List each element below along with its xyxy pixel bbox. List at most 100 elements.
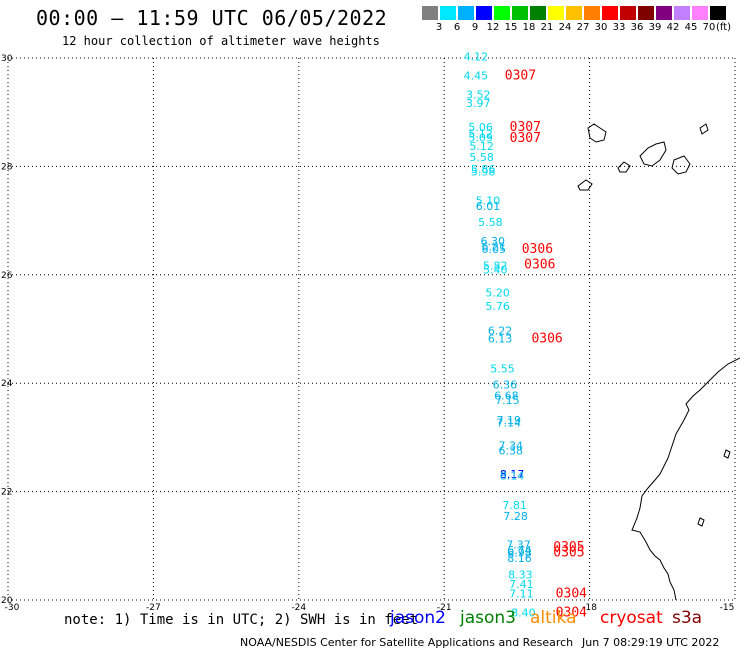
- generated-timestamp: Jun 7 08:29:19 UTC 2022: [582, 636, 720, 649]
- pass-time-label: 0305: [553, 540, 584, 555]
- wave-height-value: 7.81: [502, 499, 527, 512]
- wave-height-value: 6.05: [482, 243, 507, 256]
- longitude-label: -24: [291, 603, 306, 613]
- colorbar-tick-label: 27: [576, 22, 590, 33]
- colorbar-swatch: [602, 6, 618, 20]
- latitude-label: 24: [1, 379, 13, 389]
- wave-height-value: 3.97: [466, 97, 491, 110]
- wave-height-value: 7.11: [509, 587, 534, 600]
- colorbar-swatch: [656, 6, 672, 20]
- pass-time-label: 0304: [556, 605, 587, 620]
- pass-time-label: 0305: [553, 546, 584, 561]
- wave-height-value: 5.98: [471, 166, 496, 179]
- wave-height-value: 7.37: [506, 539, 530, 552]
- wave-height-value: 6.74: [507, 544, 532, 557]
- longitude-label: -21: [437, 603, 452, 613]
- wave-height-value: 5.20: [485, 286, 510, 299]
- satellite-name: s3a: [672, 608, 703, 628]
- coastline: [577, 123, 740, 601]
- page-title: 00:00 – 11:59 UTC 06/05/2022: [36, 6, 388, 30]
- colorbar-tick-label: 12: [486, 22, 500, 33]
- wave-height-value: 8.17: [500, 468, 524, 481]
- wave-height-value: 7.14: [497, 417, 522, 430]
- colorbar-tick-label: 33: [612, 22, 626, 33]
- pass-time-label: 0306: [531, 332, 562, 347]
- canary-island: [577, 179, 593, 191]
- colorbar-swatch: [530, 6, 546, 20]
- satellite-name: altika: [530, 608, 577, 628]
- colorbar-tick-label: 45: [684, 22, 698, 33]
- page-subtitle: 12 hour collection of altimeter wave hei…: [62, 34, 380, 48]
- colorbar-tick-label: 70: [702, 22, 716, 33]
- longitude-label: -30: [5, 603, 20, 613]
- wave-height-value: 3.52: [466, 89, 491, 102]
- wave-height-value: 8.33: [508, 568, 533, 581]
- wave-height-value: 7.28: [503, 510, 528, 523]
- wave-observations: 4.124.453.523.975.065.125.095.125.585.86…: [464, 51, 536, 620]
- colorbar-tick-label: 39: [648, 22, 662, 33]
- wave-height-value: 5.58: [469, 151, 494, 164]
- colorbar-swatch: [692, 6, 708, 20]
- colorbar-swatch: [710, 6, 726, 20]
- colorbar-tick-label: 3: [435, 22, 443, 33]
- pass-time-label: 0306: [522, 242, 553, 257]
- wave-height-value: 5.06: [468, 121, 493, 134]
- wave-height-value: 4.12: [464, 51, 489, 64]
- islet: [723, 449, 731, 459]
- colorbar-tick-label: 9: [471, 22, 479, 33]
- credit-line: NOAA/NESDIS Center for Satellite Applica…: [240, 636, 574, 649]
- colorbar-tick-label: 6: [453, 22, 461, 33]
- satellite-name: cryosat: [600, 608, 663, 628]
- wave-height-value: 4.45: [464, 70, 489, 83]
- canary-island: [617, 161, 631, 173]
- colorbar-tick-label: 30: [594, 22, 608, 33]
- latitude-label: 28: [1, 162, 13, 172]
- wave-height-value: 6.01: [476, 200, 501, 213]
- wave-height-value: 5.86: [471, 163, 496, 176]
- canary-island: [699, 123, 709, 135]
- satellite-name: jason3: [460, 608, 516, 628]
- wave-height-value: 8.40: [511, 606, 535, 619]
- latitude-label: 26: [1, 271, 13, 281]
- wave-height-value: 5.82: [483, 259, 508, 272]
- wave-height-value: 6.38: [498, 445, 523, 458]
- wave-height-value: 7.41: [509, 578, 534, 591]
- pass-time-label: 0306: [524, 257, 555, 272]
- colorbar-swatch: [584, 6, 600, 20]
- canary-island: [587, 123, 607, 143]
- wave-height-value: 6.21: [482, 240, 507, 253]
- pass-time-label: 0307: [510, 120, 541, 135]
- longitude-label: -27: [146, 603, 161, 613]
- longitude-label: -18: [582, 603, 597, 613]
- wave-height-value: 8.16: [507, 552, 532, 565]
- pass-time-label: 0307: [505, 69, 536, 84]
- colorbar-swatch: [494, 6, 510, 20]
- colorbar-swatch: [674, 6, 690, 20]
- wave-height-value: 7.34: [498, 439, 523, 452]
- colorbar-swatch: [440, 6, 456, 20]
- wave-height-value: 5.12: [469, 140, 494, 153]
- lat-lon-grid: [7, 57, 736, 601]
- colorbar-swatch: [638, 6, 654, 20]
- longitude-label: -15: [720, 603, 735, 613]
- wave-height-value: 5.58: [478, 216, 503, 229]
- canary-island: [671, 155, 691, 175]
- colorbar-tick-label: 36: [630, 22, 644, 33]
- colorbar-swatch: [548, 6, 564, 20]
- wave-height-value: 8.14: [500, 470, 524, 483]
- latitude-label: 30: [1, 54, 13, 64]
- colorbar-tick-label: 15: [504, 22, 518, 33]
- wave-height-value: 7.19: [497, 414, 522, 427]
- colorbar-swatch: [512, 6, 528, 20]
- wave-height-value: 6.13: [488, 333, 513, 346]
- axis-labels: 30 28 26 24 22 20-30 -27 -24 -21 -18 -15: [1, 54, 734, 613]
- latitude-label: 20: [1, 596, 13, 606]
- islet: [697, 517, 705, 527]
- canary-island: [639, 141, 667, 167]
- footnote: note: 1) Time is in UTC; 2) SWH is in fe…: [64, 612, 419, 628]
- wave-height-value: 5.12: [468, 128, 493, 141]
- wave-height-value: 5.10: [476, 194, 501, 207]
- wave-height-value: 5.40: [483, 264, 508, 277]
- colorbar-swatch: [458, 6, 474, 20]
